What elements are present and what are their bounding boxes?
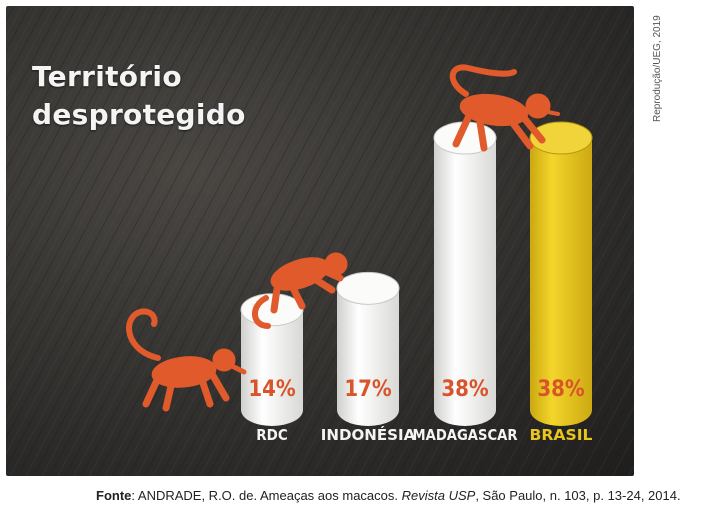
- bar-top: [529, 121, 593, 155]
- bar-indonésia: 17% INDONÉSIA: [321, 271, 416, 444]
- source-journal: Revista USP: [401, 488, 476, 503]
- fur-texture: [6, 6, 634, 476]
- image-credit-text: Reprodução/UEG, 2019: [652, 15, 663, 122]
- category-label: MADAGASCAR: [413, 426, 518, 444]
- bar-body: [241, 309, 303, 426]
- monkey-illustration-middle: [252, 252, 348, 329]
- bar-value-label: 14%: [248, 377, 296, 402]
- chart-title-line-1: Território: [32, 60, 182, 93]
- bar-value-label: 17%: [344, 377, 392, 402]
- category-label: INDONÉSIA: [321, 425, 416, 444]
- source-lead: Fonte: [96, 488, 132, 503]
- source-rest: , São Paulo, n. 103, p. 13-24, 2014.: [475, 488, 681, 503]
- bar-body: [530, 138, 592, 426]
- monkey-illustration-top: [449, 64, 560, 152]
- source-authors: : ANDRADE, R.O. de. Ameaças aos macacos.: [131, 488, 402, 503]
- infographic-panel: 14% RDC 17% INDONÉSIA 38% MADAGASCAR 38% BRASIL: [6, 6, 634, 476]
- bar-top: [336, 271, 400, 305]
- category-label: RDC: [256, 426, 288, 444]
- image-credit: Reprodução/UEG, 2019: [640, 10, 663, 130]
- monkey-illustration-left: [126, 308, 247, 412]
- bar-value-label: 38%: [441, 377, 489, 402]
- chart-title-line-2: desprotegido: [32, 98, 246, 131]
- source-citation: Fonte: ANDRADE, R.O. de. Ameaças aos mac…: [96, 488, 681, 503]
- bar-brasil: 38% BRASIL: [529, 121, 593, 444]
- category-label: BRASIL: [530, 426, 593, 444]
- chart-title: Território desprotegido: [32, 58, 246, 134]
- bar-body: [434, 138, 496, 426]
- bar-value-label: 38%: [537, 377, 585, 402]
- bar-chart: 14% RDC 17% INDONÉSIA 38% MADAGASCAR 38% BRASIL: [6, 6, 634, 476]
- bar-body: [337, 288, 399, 426]
